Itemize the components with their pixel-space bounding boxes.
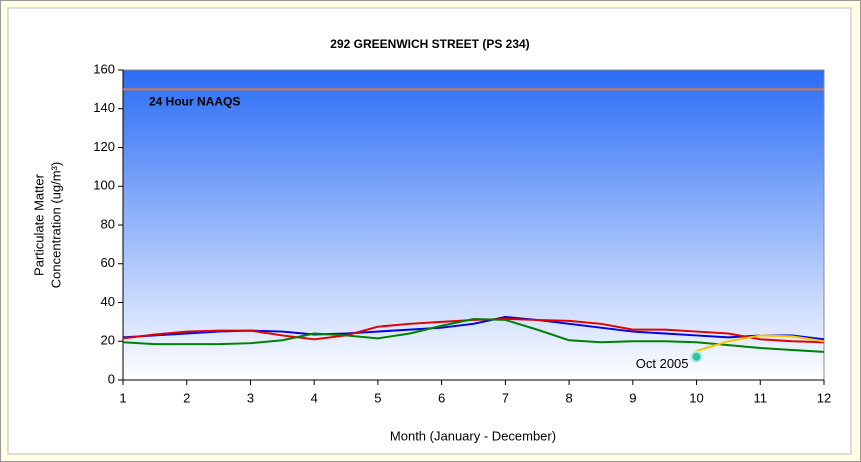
y-tick-label: 0 (108, 371, 115, 386)
annotation-marker (690, 350, 703, 363)
x-tick-label: 4 (311, 390, 318, 405)
y-axis-title-line: Particulate Matter (31, 173, 46, 276)
y-tick-label: 20 (101, 333, 115, 348)
x-tick-label: 2 (183, 390, 190, 405)
x-tick-label: 3 (247, 390, 254, 405)
x-tick-label: 6 (438, 390, 445, 405)
annotation-label: Oct 2005 (636, 356, 689, 371)
y-tick-label: 60 (101, 255, 115, 270)
y-tick-label: 120 (93, 139, 115, 154)
x-tick-label: 12 (817, 390, 831, 405)
x-tick-label: 1 (119, 390, 126, 405)
y-tick-label: 100 (93, 178, 115, 193)
y-axis-title-line: Concentration (ug/m³) (48, 162, 63, 288)
chart-title: 292 GREENWICH STREET (PS 234) (330, 37, 529, 51)
reference-label: 24 Hour NAAQS (149, 95, 240, 109)
y-tick-label: 80 (101, 216, 115, 231)
y-tick-label: 140 (93, 100, 115, 115)
y-tick-label: 160 (93, 61, 115, 76)
y-axis-title: Particulate Matter Concentration (ug/m³) (31, 162, 63, 288)
x-tick-label: 11 (754, 390, 768, 405)
x-tick-label: 9 (629, 390, 636, 405)
x-tick-label: 7 (502, 390, 509, 405)
y-tick-label: 40 (101, 294, 115, 309)
x-axis-title: Month (January - December) (390, 428, 556, 443)
plot-area (122, 69, 825, 381)
x-tick-label: 10 (689, 390, 703, 405)
x-tick-label: 5 (374, 390, 381, 405)
series-line (122, 317, 825, 353)
series-line (696, 334, 825, 352)
x-tick-label: 8 (565, 390, 572, 405)
